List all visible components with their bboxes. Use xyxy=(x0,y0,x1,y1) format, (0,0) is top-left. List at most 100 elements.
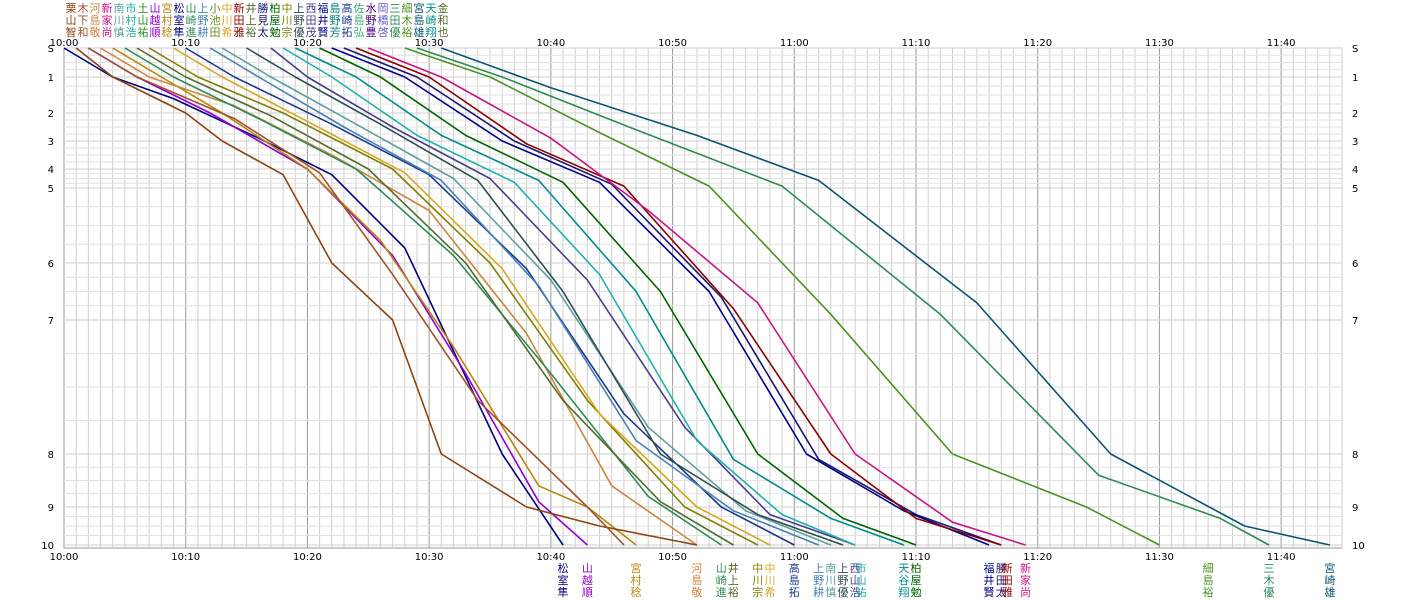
header-name-char: 芳 xyxy=(330,25,341,39)
y-tick-right: 10 xyxy=(1352,541,1365,552)
header-name-char: 橋 xyxy=(378,13,389,27)
bottom-name-char: 三 xyxy=(1263,562,1274,575)
header-name-char: 野 xyxy=(366,14,377,27)
y-tick-right: 1 xyxy=(1352,73,1358,84)
bottom-name-char: 中 xyxy=(764,562,775,575)
header-name-char: 尚 xyxy=(102,25,113,39)
header-name-char: 土 xyxy=(138,2,149,15)
y-tick-left: S xyxy=(48,44,54,55)
x-tick-top: 11:00 xyxy=(780,38,809,49)
bottom-name-char: 裕 xyxy=(728,586,739,599)
bottom-name-char: 希 xyxy=(764,585,775,599)
header-names: 栗山智木下和河島敬新家尚南川慎市村浩土山祐山越順宮村稔松室隼山崎進上野耕小池田中… xyxy=(66,1,449,39)
header-name-char: 池 xyxy=(210,14,221,27)
bottom-name-char: 井 xyxy=(728,561,739,575)
bottom-name-char: 細 xyxy=(1203,562,1214,575)
header-name-char: 山 xyxy=(66,14,77,27)
series-line-13 xyxy=(270,47,856,546)
header-name-char: 賢 xyxy=(318,26,329,39)
header-name-char: 崎 xyxy=(186,13,197,27)
chart-grid xyxy=(63,47,1343,549)
header-name-char: 弘 xyxy=(354,26,365,39)
header-name-char: 河 xyxy=(90,2,101,15)
bottom-name-char: 福 xyxy=(984,561,995,575)
bottom-name-char: 南 xyxy=(825,562,836,575)
header-name-char: 進 xyxy=(186,26,197,39)
x-tick-top: 10:30 xyxy=(415,38,444,49)
bottom-name-char: 村 xyxy=(631,573,642,587)
series-line-24 xyxy=(75,47,698,546)
bottom-name-char: 稔 xyxy=(631,585,642,599)
bottom-name-char: 勉 xyxy=(911,585,922,599)
header-name-char: 田 xyxy=(210,26,221,39)
bottom-name-char: 浩 xyxy=(850,586,861,599)
header-name-char: 細 xyxy=(402,2,413,15)
header-name-char: 金 xyxy=(438,1,449,15)
header-name-char: 山 xyxy=(150,2,161,15)
header-name-char: 村 xyxy=(126,13,137,27)
x-tick-top: 10:20 xyxy=(293,38,322,49)
series-line-10 xyxy=(209,47,819,546)
header-name-char: 小 xyxy=(210,2,221,15)
series-line-25 xyxy=(87,47,625,546)
x-tick-bottom: 11:40 xyxy=(1267,552,1296,563)
header-name-char: 裕 xyxy=(402,26,413,39)
bottom-name-char: 上 xyxy=(837,562,848,575)
y-tick-right: 7 xyxy=(1352,316,1358,327)
x-tick-bottom: 10:40 xyxy=(536,552,565,563)
bottom-name-char: 木 xyxy=(1263,574,1274,587)
bottom-name-char: 進 xyxy=(716,586,727,599)
series-line-4 xyxy=(100,47,698,546)
y-tick-right: 6 xyxy=(1352,259,1358,270)
header-name-char: 中 xyxy=(222,2,233,15)
header-name-char: 木 xyxy=(402,14,413,27)
y-tick-left: 10 xyxy=(41,541,54,552)
header-name-char: 柏 xyxy=(270,1,281,15)
series-line-3 xyxy=(112,47,637,546)
plot-frame xyxy=(63,47,1343,549)
x-tick-top: 10:40 xyxy=(536,38,565,49)
header-name-char: 也 xyxy=(438,26,449,39)
bottom-name-char: 西 xyxy=(850,562,861,575)
bottom-name-char: 井 xyxy=(984,573,995,587)
header-name-char: 勝 xyxy=(258,1,269,15)
bottom-name-char: 翔 xyxy=(898,585,909,599)
header-name-char: 中 xyxy=(282,2,293,15)
y-tick-left: 9 xyxy=(48,503,54,514)
bottom-name-char: 島 xyxy=(789,573,800,587)
bottom-name-char: 宗 xyxy=(752,585,763,599)
header-name-char: 南 xyxy=(114,2,125,15)
series-layer xyxy=(63,47,1330,546)
y-tick-left: 5 xyxy=(48,184,54,195)
header-name-char: 希 xyxy=(222,25,233,39)
bottom-name-char: 山 xyxy=(850,574,861,587)
tick-labels: 10:00 10:00 10:10 10:10 10:20 10:20 10:30 10:30… xyxy=(41,38,1364,563)
x-tick-bottom: 10:30 xyxy=(415,552,444,563)
bottom-name-char: 市 xyxy=(856,561,867,575)
bottom-name-char: 崎 xyxy=(716,573,727,587)
header-name-char: 優 xyxy=(294,26,305,39)
header-name-char: 新 xyxy=(102,1,113,15)
bottom-name-char: 川 xyxy=(825,574,836,587)
y-tick-left: 7 xyxy=(48,316,54,327)
header-name-char: 茂 xyxy=(306,25,317,39)
bottom-name-char: 野 xyxy=(813,574,824,587)
bottom-name-char: 新 xyxy=(1002,561,1013,575)
header-name-char: 上 xyxy=(198,2,209,15)
header-name-char: 田 xyxy=(306,14,317,27)
x-tick-top: 11:40 xyxy=(1267,38,1296,49)
bottom-name-char: 山 xyxy=(856,574,867,587)
header-name-char: 川 xyxy=(114,14,125,27)
bottom-name-char: 松 xyxy=(558,561,569,575)
series-line-17 xyxy=(331,47,990,546)
header-name-char: 山 xyxy=(186,2,197,15)
series-line-8 xyxy=(173,47,771,546)
x-tick-bottom: 11:00 xyxy=(780,552,809,563)
series-line-23 xyxy=(441,47,1330,546)
x-tick-bottom: 10:00 xyxy=(50,552,79,563)
x-tick-bottom: 11:20 xyxy=(1023,552,1052,563)
series-line-21 xyxy=(404,47,1160,546)
header-name-char: 見 xyxy=(258,14,269,27)
header-name-char: 野 xyxy=(198,14,209,27)
y-tick-right: 2 xyxy=(1352,109,1358,120)
